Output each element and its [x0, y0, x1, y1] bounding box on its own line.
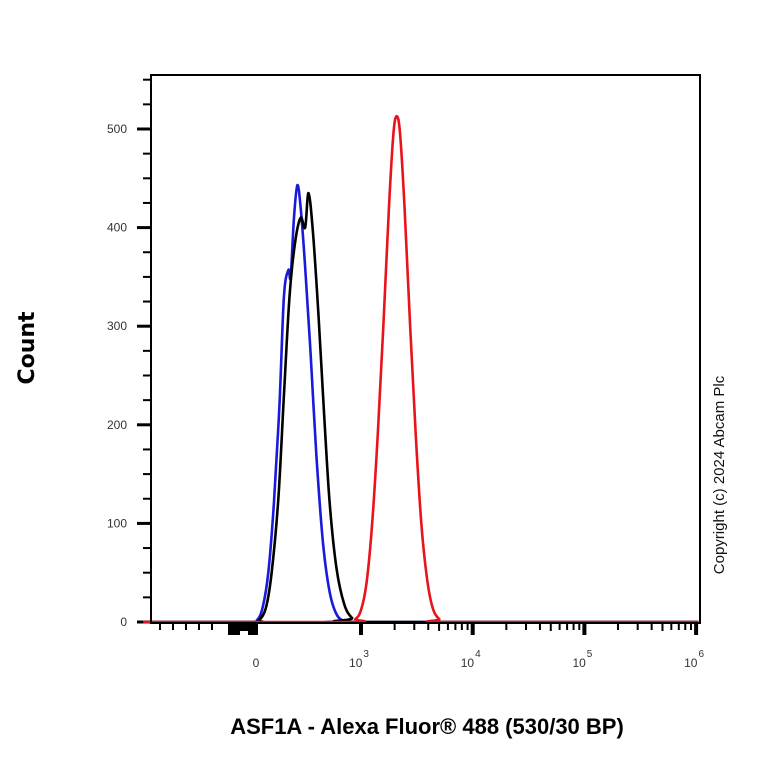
x-tick-exponent: 5 [587, 649, 593, 660]
x-zero-tick-gap [240, 631, 248, 637]
x-tick-label: 104 [461, 649, 481, 670]
x-axis-label: ASF1A - Alexa Fluor® 488 (530/30 BP) [230, 714, 624, 739]
y-tick-label: 400 [107, 221, 127, 235]
plot-frame [150, 74, 701, 624]
histogram-curve-red [143, 114, 699, 624]
x-tick-label: 0 [253, 656, 260, 670]
histogram-curve-black [143, 191, 699, 624]
x-axis-ticks: 0 103 104 105 106 [159, 623, 704, 670]
x-tick-label: 103 [349, 649, 369, 670]
copyright-notice: Copyright (c) 2024 Abcam Plc [711, 375, 728, 574]
y-tick-label: 500 [107, 122, 127, 136]
x-tick-label: 106 [684, 649, 704, 670]
y-tick-label: 200 [107, 418, 127, 432]
x-tick-exponent: 6 [698, 649, 704, 660]
x-zero-tick-cluster [228, 623, 258, 635]
y-tick-label: 0 [120, 615, 127, 629]
y-tick-label: 100 [107, 516, 127, 530]
x-tick-exponent: 3 [363, 649, 369, 660]
histogram-curves [143, 114, 699, 624]
x-tick-exponent: 4 [475, 649, 481, 660]
x-tick-label: 105 [572, 649, 592, 670]
histogram-curve-blue [143, 183, 699, 624]
y-axis-label: Count [15, 311, 40, 385]
y-tick-label: 300 [107, 319, 127, 333]
y-axis-ticks: 0 100 200 300 400 500 [107, 78, 151, 629]
